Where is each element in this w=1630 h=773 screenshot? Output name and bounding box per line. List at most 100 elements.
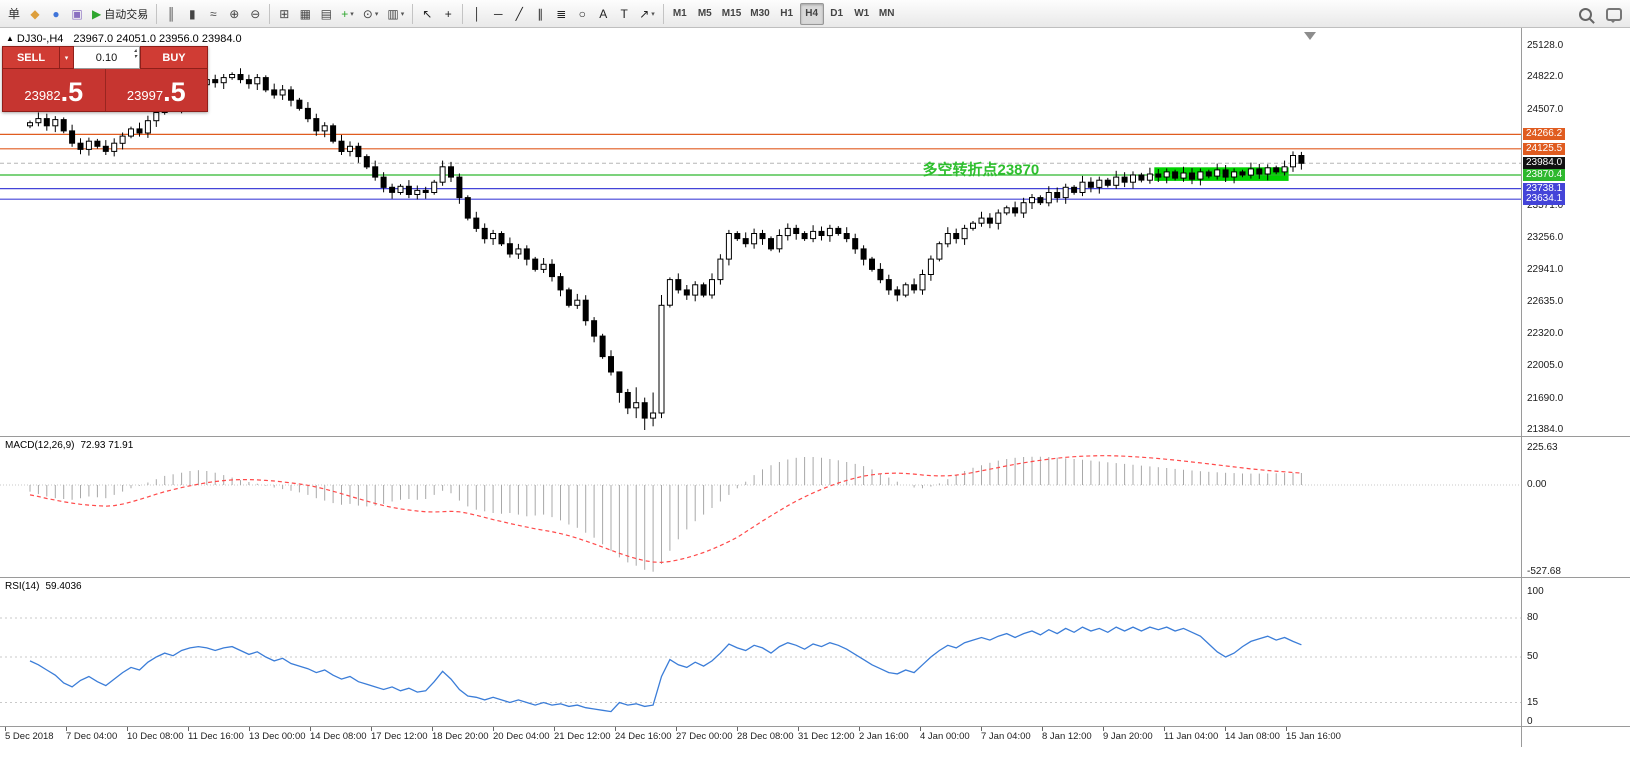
arrange-windows-icon[interactable]: ▤ bbox=[316, 3, 336, 25]
market-watch-icon: ● bbox=[52, 6, 60, 21]
navigator-icon[interactable]: ▣ bbox=[67, 3, 87, 25]
templates-button[interactable]: ▥ ▾ bbox=[383, 3, 408, 25]
channel-icon[interactable]: ∥ bbox=[530, 3, 550, 25]
periods-button[interactable]: ⊙ ▾ bbox=[359, 3, 383, 25]
bar-chart-icon[interactable]: ║ bbox=[161, 3, 181, 25]
autotrading-button[interactable]: ▶ 自动交易 bbox=[88, 3, 152, 25]
new-chart-button[interactable]: + ▾ bbox=[337, 3, 358, 25]
chart-macd-splitter[interactable] bbox=[0, 436, 1630, 437]
sell-price-main: 23982 bbox=[24, 88, 61, 103]
timeframe-h4[interactable]: H4 bbox=[799, 2, 824, 25]
horizontal-line-icon[interactable]: ─ bbox=[488, 3, 508, 25]
rsi-title: RSI(14) bbox=[5, 581, 40, 592]
macd-title: MACD(12,26,9) bbox=[5, 440, 75, 451]
time-axis-label: 7 Dec 04:00 bbox=[66, 731, 118, 742]
lot-size-input[interactable]: 0.10 ▴ ▾ bbox=[74, 46, 140, 69]
shapes-icon[interactable]: ○ bbox=[572, 3, 592, 25]
rsi-value: 59.4036 bbox=[45, 581, 82, 592]
cursor-icon: ↖ bbox=[422, 6, 433, 21]
search-icon[interactable] bbox=[1579, 7, 1592, 21]
time-tick bbox=[493, 727, 494, 731]
horizontal-line-icon: ─ bbox=[493, 6, 503, 21]
sell-price-fraction: .5 bbox=[60, 77, 84, 107]
rsi-timeaxis-splitter bbox=[0, 726, 1630, 727]
lot-down-icon[interactable]: ▾ bbox=[133, 54, 137, 60]
buy-price-button[interactable]: 23997.5 bbox=[106, 69, 208, 111]
chat-icon[interactable] bbox=[1606, 7, 1622, 23]
timeframe-mn[interactable]: MN bbox=[878, 8, 895, 19]
timeframe-h1[interactable]: H1 bbox=[780, 8, 794, 19]
chart-shift-marker[interactable] bbox=[1304, 32, 1316, 40]
sell-button-label: SELL bbox=[16, 51, 46, 64]
macd-indicator-panel[interactable] bbox=[0, 437, 1521, 577]
timeframe-w1[interactable]: W1 bbox=[854, 8, 870, 19]
level-price-chip: 24125.5 bbox=[1523, 142, 1566, 155]
price-chart[interactable]: 多空转折点23870 bbox=[0, 28, 1521, 436]
fibonacci-icon[interactable]: ≣ bbox=[551, 3, 571, 25]
time-tick bbox=[1286, 727, 1287, 731]
templates-button-caret-icon[interactable]: ▾ bbox=[400, 10, 405, 18]
zoom-out-icon[interactable]: ⊖ bbox=[245, 3, 265, 25]
market-watch-icon[interactable]: ● bbox=[46, 3, 66, 25]
macd-rsi-splitter[interactable] bbox=[0, 577, 1630, 578]
periods-button: ⊙ bbox=[362, 6, 373, 21]
time-axis-label: 14 Dec 08:00 bbox=[310, 731, 367, 742]
order-type-dropdown[interactable]: ▾ bbox=[60, 46, 74, 69]
line-chart-icon[interactable]: ≈ bbox=[203, 3, 223, 25]
timeframe-m5[interactable]: M5 bbox=[697, 8, 712, 19]
lot-stepper[interactable]: ▴ ▾ bbox=[134, 48, 137, 60]
cascade-windows-icon[interactable]: ▦ bbox=[295, 3, 315, 25]
time-tick bbox=[1103, 727, 1104, 731]
zoom-in-icon[interactable]: ⊕ bbox=[224, 3, 244, 25]
arrows-button-caret-icon[interactable]: ▾ bbox=[651, 10, 655, 18]
toolbar-separator bbox=[156, 3, 158, 24]
time-axis-label: 13 Dec 00:00 bbox=[249, 731, 306, 742]
arrange-windows-icon: ▤ bbox=[320, 6, 332, 21]
price-axis[interactable]: 25128.024822.024507.023571.023256.022941… bbox=[1521, 28, 1630, 747]
bar-chart-icon: ║ bbox=[166, 6, 176, 21]
price-axis-label: 24822.0 bbox=[1527, 71, 1564, 83]
timeframe-m15[interactable]: M15 bbox=[721, 8, 742, 19]
buy-button[interactable]: BUY bbox=[140, 46, 208, 69]
crosshair-icon[interactable]: + bbox=[438, 3, 458, 25]
time-axis-label: 18 Dec 20:00 bbox=[432, 731, 489, 742]
timeframe-m1[interactable]: M1 bbox=[672, 8, 687, 19]
timeframe-m30[interactable]: M30 bbox=[750, 8, 770, 19]
cursor-icon[interactable]: ↖ bbox=[417, 3, 437, 25]
new-chart-button-caret-icon[interactable]: ▾ bbox=[350, 10, 354, 18]
new-order-button[interactable]: 单 bbox=[4, 3, 24, 25]
vertical-line-icon[interactable]: │ bbox=[467, 3, 487, 25]
macd-axis-label: 225.63 bbox=[1527, 441, 1558, 453]
time-axis-label: 10 Dec 08:00 bbox=[127, 731, 184, 742]
time-tick bbox=[432, 727, 433, 731]
time-axis-label: 9 Jan 20:00 bbox=[1103, 731, 1153, 742]
rsi-indicator-panel[interactable] bbox=[0, 578, 1521, 726]
text-icon[interactable]: A bbox=[593, 3, 613, 25]
time-axis-label: 17 Dec 12:00 bbox=[371, 731, 428, 742]
arrows-button[interactable]: ↗ ▾ bbox=[635, 3, 659, 25]
label-icon[interactable]: T bbox=[614, 3, 634, 25]
time-axis[interactable]: 5 Dec 2018 7 Dec 04:00 10 Dec 08:00 11 Dec … bbox=[0, 727, 1521, 747]
caption-marker-icon: ▲ bbox=[6, 34, 14, 43]
metaeditor-icon[interactable]: ◆ bbox=[25, 3, 45, 25]
price-axis-label: 22320.0 bbox=[1527, 328, 1564, 339]
autotrading-button-label: 自动交易 bbox=[104, 8, 149, 21]
current-price-chip: 23984.0 bbox=[1523, 157, 1566, 170]
time-tick bbox=[920, 727, 921, 731]
timeframe-d1[interactable]: D1 bbox=[830, 8, 844, 19]
candlestick-chart-icon[interactable]: ▮ bbox=[182, 3, 202, 25]
line-chart-icon: ≈ bbox=[209, 6, 217, 21]
sell-button[interactable]: SELL bbox=[2, 46, 60, 69]
tile-windows-icon[interactable]: ⊞ bbox=[274, 3, 294, 25]
time-tick bbox=[371, 727, 372, 731]
lot-up-icon[interactable]: ▴ bbox=[133, 48, 137, 54]
price-axis-label: 21384.0 bbox=[1527, 424, 1564, 435]
periods-button-caret-icon[interactable]: ▾ bbox=[374, 10, 379, 18]
macd-values: 72.93 71.91 bbox=[80, 440, 134, 451]
navigator-icon: ▣ bbox=[71, 6, 83, 21]
sell-price-button[interactable]: 23982.5 bbox=[3, 69, 105, 111]
time-axis-label: 2 Jan 16:00 bbox=[859, 731, 909, 742]
toolbar-separator bbox=[662, 3, 664, 24]
text-icon: A bbox=[599, 6, 608, 21]
trendline-icon[interactable]: ╱ bbox=[509, 3, 529, 25]
